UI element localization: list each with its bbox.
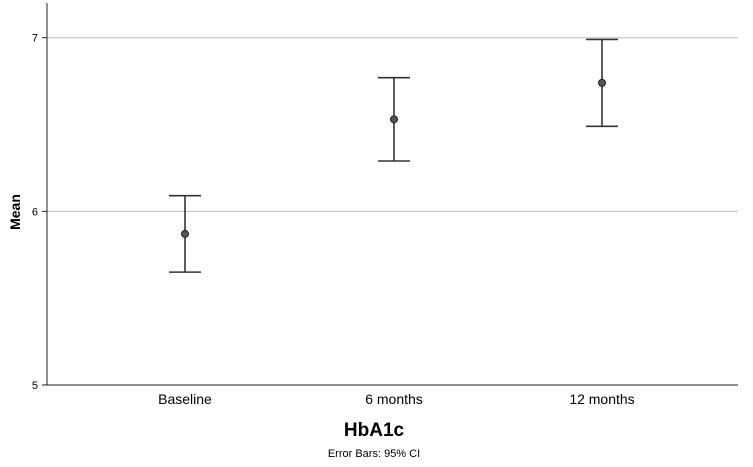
y-tick-label: 6 <box>32 206 38 218</box>
error-bar-group <box>586 38 618 128</box>
error-bar-marks <box>169 38 618 273</box>
y-axis-label: Mean <box>7 194 23 230</box>
x-tick-label: 12 months <box>569 391 634 407</box>
y-tick-label: 7 <box>32 33 38 45</box>
y-ticks: 5 6 7 <box>32 33 47 392</box>
error-bar-group <box>378 76 410 162</box>
gridlines <box>47 37 738 212</box>
axes <box>46 3 738 386</box>
mean-point <box>390 115 398 124</box>
y-tick-label: 5 <box>32 380 38 392</box>
mean-point <box>598 78 606 87</box>
error-bars-note: Error Bars: 95% CI <box>328 448 420 460</box>
x-ticks: Baseline 6 months 12 months <box>158 391 635 407</box>
error-bar-group <box>169 194 201 273</box>
x-tick-label: 6 months <box>365 391 423 407</box>
x-axis-label: HbA1c <box>344 420 405 441</box>
x-tick-label: Baseline <box>158 391 212 407</box>
mean-point <box>181 229 189 238</box>
